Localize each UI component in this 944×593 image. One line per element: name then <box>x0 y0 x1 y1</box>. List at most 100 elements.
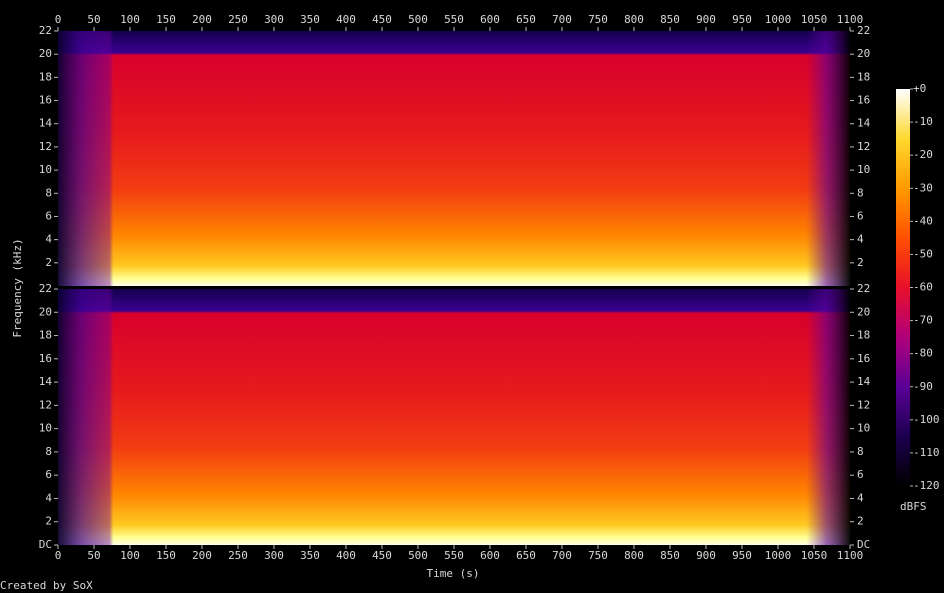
y-tick-label: 4 <box>857 233 864 246</box>
spectrogram-shade <box>58 31 850 286</box>
x-tick-label: 600 <box>480 549 500 562</box>
colorbar-tick-label: -110 <box>913 446 940 459</box>
x-axis-title: Time (s) <box>427 567 480 580</box>
x-tick-label: 850 <box>660 13 680 26</box>
spectrogram-shade <box>58 289 850 545</box>
colorbar-tick-label: -50 <box>913 247 933 260</box>
y-tick-label: 6 <box>857 209 864 222</box>
y-tick-label: 12 <box>39 140 52 153</box>
colorbar-tick-label: -70 <box>913 314 933 327</box>
x-tick-label: 600 <box>480 13 500 26</box>
y-tick-label: 2 <box>857 256 864 269</box>
x-tick-label: 350 <box>300 13 320 26</box>
x-tick-label: 700 <box>552 549 572 562</box>
y-axis-title: Frequency (kHz) <box>11 238 24 337</box>
colorbar-tick-label: -120 <box>913 479 940 492</box>
colorbar-tick-label: -90 <box>913 380 933 393</box>
colorbar-tick-label: -40 <box>913 214 933 227</box>
y-tick-label: 16 <box>857 94 870 107</box>
y-tick-label: 18 <box>39 329 52 342</box>
y-tick-label: 14 <box>39 375 53 388</box>
y-tick-label: 20 <box>857 305 870 318</box>
colorbar-title: dBFS <box>900 500 927 513</box>
x-tick-label: 500 <box>408 549 428 562</box>
y-tick-label: 2 <box>45 256 52 269</box>
colorbar-tick-label: -10 <box>913 115 933 128</box>
y-tick-label: 16 <box>39 94 52 107</box>
y-tick-label: 12 <box>857 140 870 153</box>
colorbar-tick-label: -30 <box>913 181 933 194</box>
x-tick-label: 0 <box>55 549 62 562</box>
colorbar-tick-label: -60 <box>913 281 933 294</box>
x-tick-label: 150 <box>156 549 176 562</box>
x-tick-label: 650 <box>516 549 536 562</box>
x-tick-label: 800 <box>624 549 644 562</box>
x-tick-label: 550 <box>444 13 464 26</box>
x-tick-label: 250 <box>228 13 248 26</box>
y-tick-label: DC <box>39 538 52 551</box>
y-tick-label: 4 <box>857 491 864 504</box>
x-tick-label: 550 <box>444 549 464 562</box>
x-tick-label: 1000 <box>765 549 792 562</box>
x-tick-label: 1100 <box>837 13 864 26</box>
x-tick-label: 950 <box>732 13 752 26</box>
y-tick-label: 8 <box>45 445 52 458</box>
y-tick-label: 16 <box>857 352 870 365</box>
x-tick-label: 100 <box>120 13 140 26</box>
x-tick-label: 400 <box>336 13 356 26</box>
y-tick-label: 12 <box>39 398 52 411</box>
y-tick-label: 20 <box>39 47 52 60</box>
x-tick-label: 300 <box>264 549 284 562</box>
y-tick-label: 8 <box>857 186 864 199</box>
y-tick-label: 18 <box>857 329 870 342</box>
y-tick-label: 6 <box>857 468 864 481</box>
y-tick-label: 18 <box>39 70 52 83</box>
colorbar-tick-label: -20 <box>913 148 933 161</box>
x-tick-label: 1050 <box>801 549 828 562</box>
x-tick-label: 300 <box>264 13 284 26</box>
y-tick-label: 10 <box>857 163 870 176</box>
y-tick-label: 10 <box>39 163 52 176</box>
y-tick-label: 10 <box>39 422 52 435</box>
x-tick-label: 50 <box>87 13 100 26</box>
x-tick-label: 1100 <box>837 549 864 562</box>
x-tick-label: 450 <box>372 13 392 26</box>
y-tick-label: DC <box>857 538 870 551</box>
x-tick-label: 850 <box>660 549 680 562</box>
x-tick-label: 900 <box>696 549 716 562</box>
y-tick-label: 10 <box>857 422 870 435</box>
y-tick-label: 14 <box>39 117 53 130</box>
credit: Created by SoX <box>0 579 93 592</box>
colorbar-tick-label: +0 <box>913 82 926 95</box>
x-tick-label: 50 <box>87 549 100 562</box>
y-tick-label: 4 <box>45 491 52 504</box>
y-tick-label: 22 <box>857 282 870 295</box>
x-tick-label: 500 <box>408 13 428 26</box>
y-tick-label: 22 <box>39 24 52 37</box>
y-tick-label: 8 <box>857 445 864 458</box>
y-tick-label: 22 <box>857 24 870 37</box>
y-tick-label: 4 <box>45 233 52 246</box>
y-tick-label: 18 <box>857 70 870 83</box>
y-tick-label: 20 <box>857 47 870 60</box>
x-tick-label: 900 <box>696 13 716 26</box>
x-tick-label: 800 <box>624 13 644 26</box>
y-tick-label: 14 <box>857 117 871 130</box>
y-tick-label: 2 <box>857 515 864 528</box>
x-tick-label: 200 <box>192 13 212 26</box>
x-tick-label: 200 <box>192 549 212 562</box>
x-tick-label: 250 <box>228 549 248 562</box>
colorbar-tick-label: -80 <box>913 347 933 360</box>
x-tick-label: 750 <box>588 13 608 26</box>
x-tick-label: 700 <box>552 13 572 26</box>
x-tick-label: 150 <box>156 13 176 26</box>
y-tick-label: 20 <box>39 305 52 318</box>
x-tick-label: 100 <box>120 549 140 562</box>
x-tick-label: 450 <box>372 549 392 562</box>
colorbar-tick-label: -100 <box>913 413 940 426</box>
y-tick-label: 6 <box>45 209 52 222</box>
x-tick-label: 650 <box>516 13 536 26</box>
y-tick-label: 22 <box>39 282 52 295</box>
colorbar <box>896 89 910 486</box>
